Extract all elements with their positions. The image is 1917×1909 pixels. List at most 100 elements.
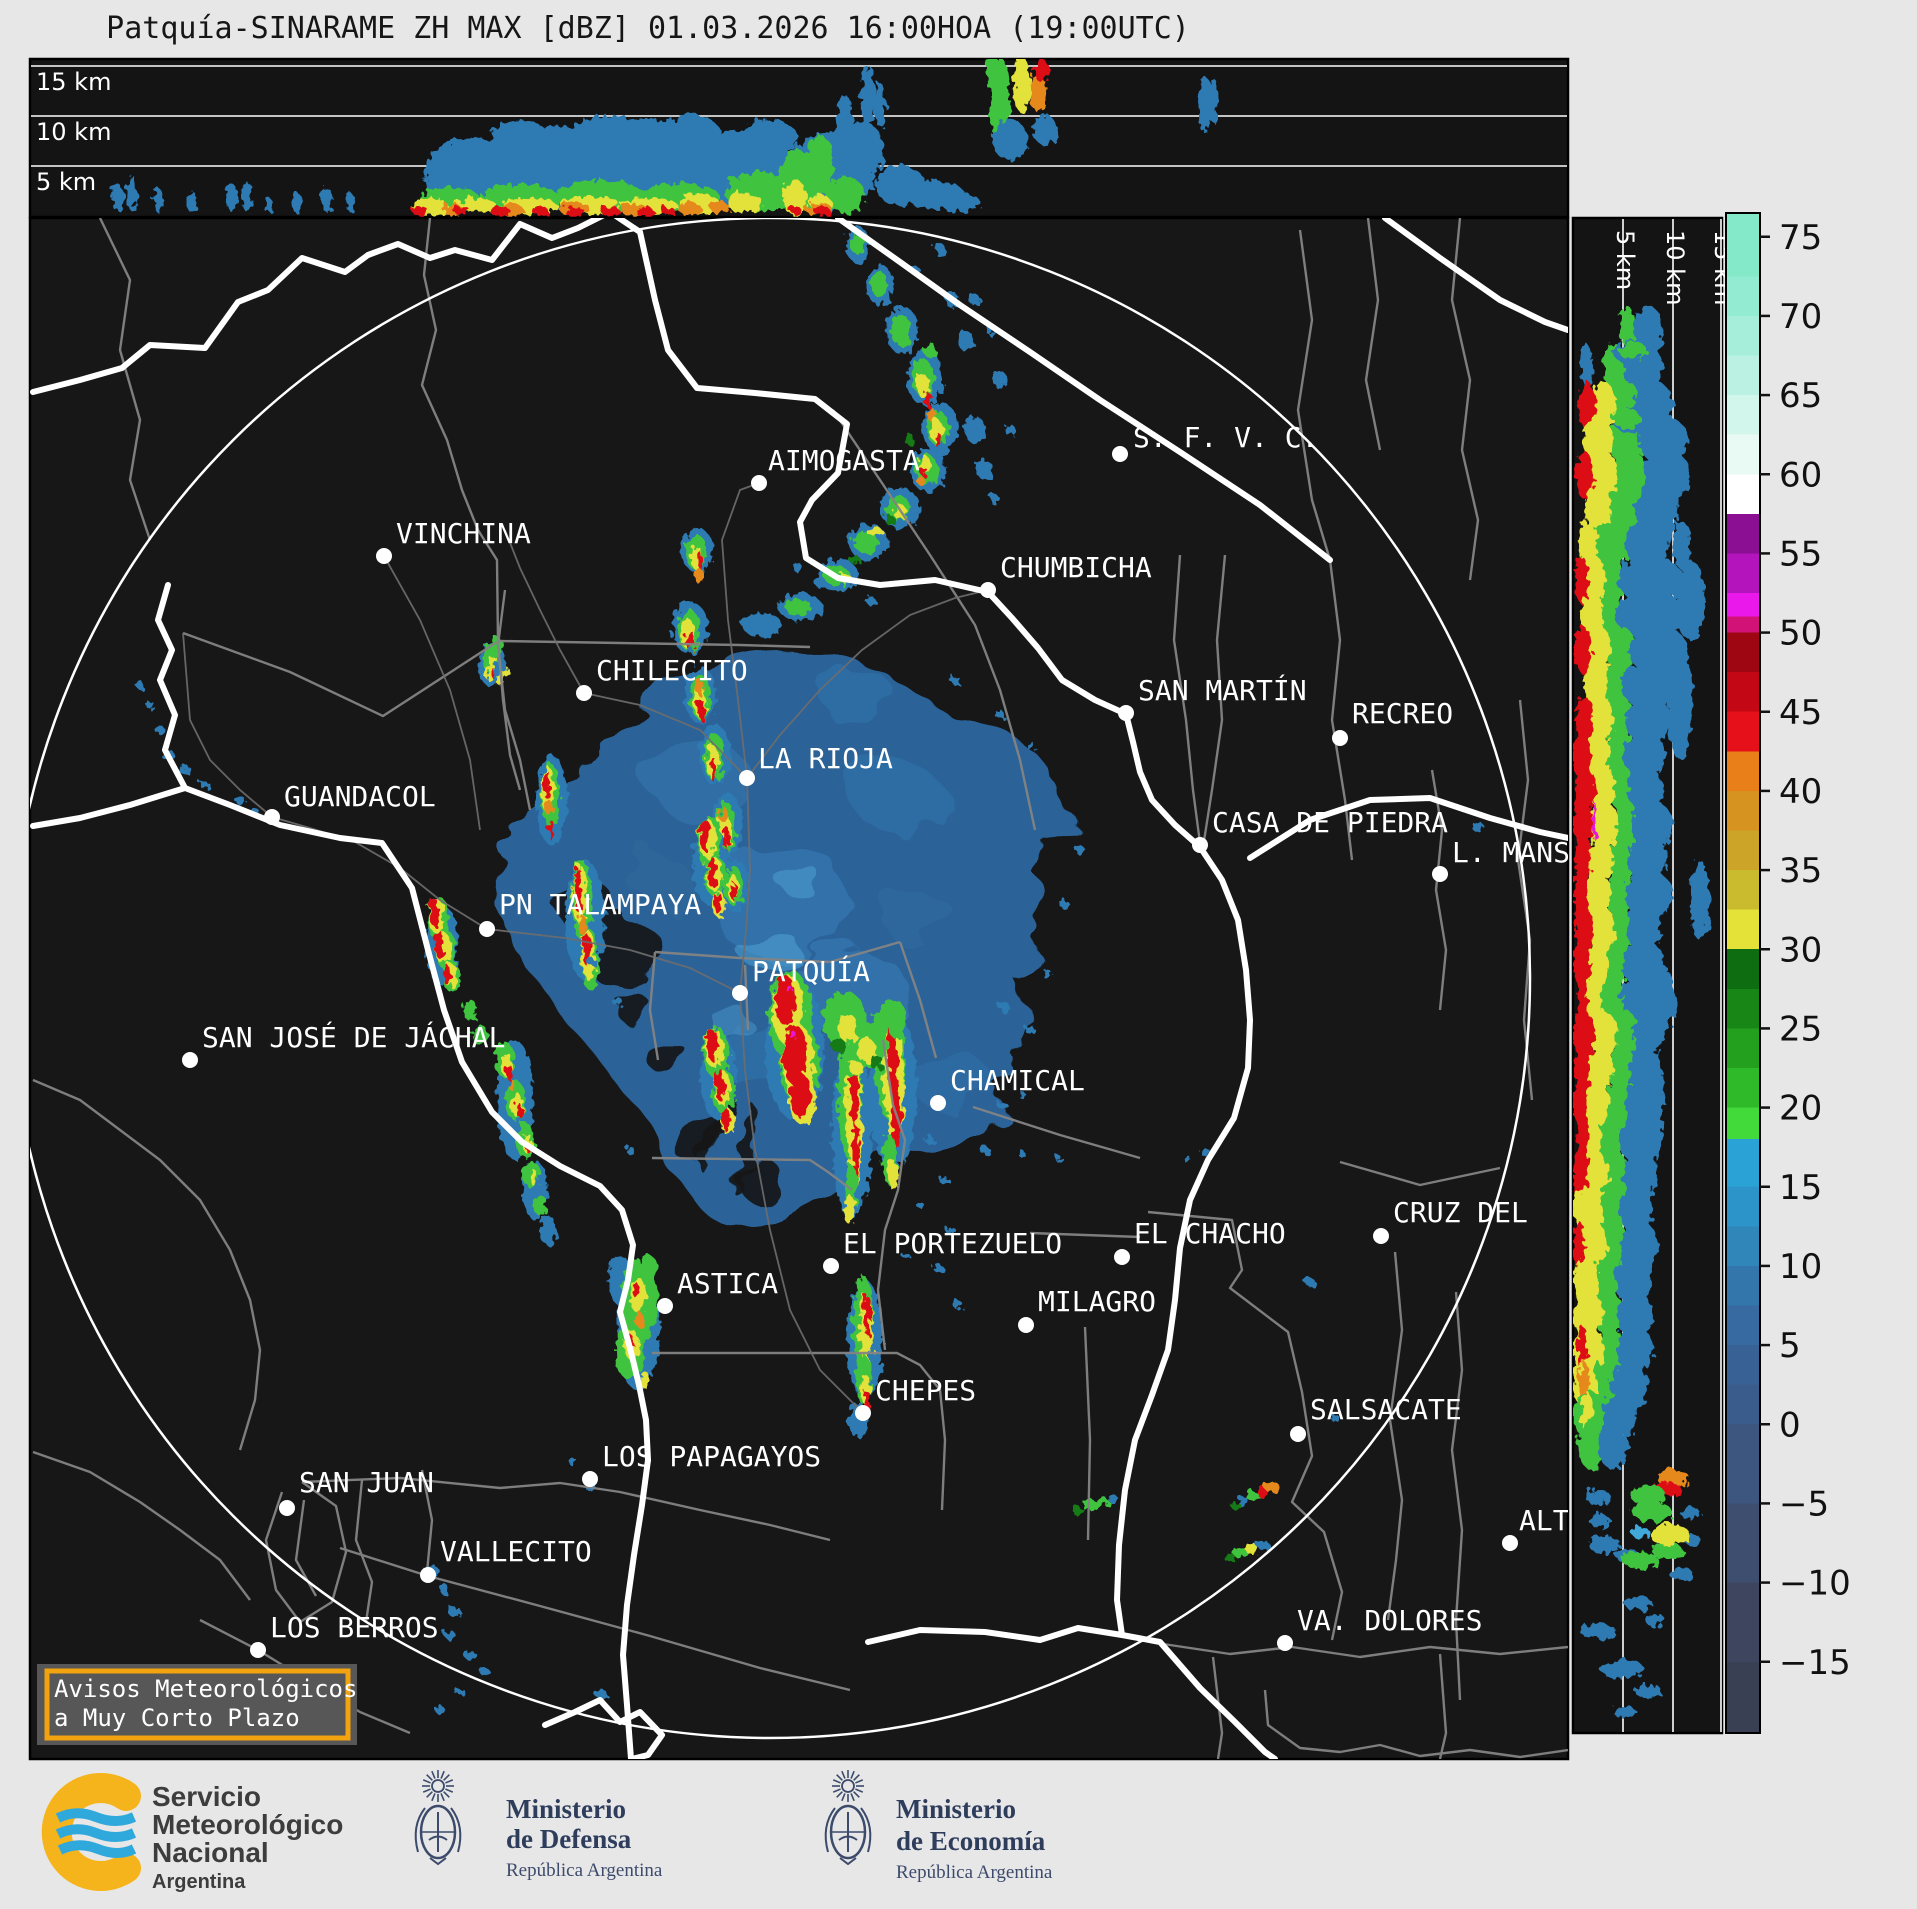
top-height-label: 10 km bbox=[36, 118, 111, 146]
warning-line-2: a Muy Corto Plazo bbox=[54, 1704, 300, 1732]
city-label: CRUZ DEL bbox=[1393, 1196, 1528, 1229]
city-dot bbox=[823, 1258, 839, 1274]
city-label: MILAGRO bbox=[1038, 1285, 1156, 1318]
city-dot bbox=[1432, 866, 1448, 882]
city-label: LOS PAPAGAYOS bbox=[602, 1440, 821, 1473]
smn-logo-wave-icon bbox=[57, 1840, 137, 1858]
colorbar-tick-label: 65 bbox=[1779, 376, 1822, 416]
city-dot bbox=[1502, 1535, 1518, 1551]
colorbar-tick-label: −10 bbox=[1779, 1564, 1851, 1604]
city-label: SALSACATE bbox=[1310, 1393, 1462, 1426]
colorbar-tick-label: 45 bbox=[1779, 693, 1822, 733]
top-panel-echoes bbox=[112, 59, 1218, 217]
city-dot bbox=[182, 1052, 198, 1068]
city-dot bbox=[420, 1567, 436, 1583]
top-panel-height-labels: 15 km 10 km 5 km bbox=[36, 68, 111, 196]
radar-range-ring bbox=[30, 218, 1532, 1740]
colorbar-tick-label: 55 bbox=[1779, 534, 1822, 574]
colorbar-tick-label: 5 bbox=[1779, 1326, 1801, 1366]
city-dot bbox=[980, 582, 996, 598]
city-label: RECREO bbox=[1352, 697, 1453, 730]
province-borders bbox=[30, 218, 1568, 1759]
defensa-title-line1: Ministerio bbox=[506, 1794, 626, 1824]
smn-name-line2: Meteorológico bbox=[152, 1809, 343, 1840]
product-title: Patquía-SINARAME ZH MAX [dBZ] 01.03.2026… bbox=[106, 11, 1190, 46]
colorbar-tick-label: −15 bbox=[1779, 1643, 1851, 1683]
city-label: PN TALAMPAYA bbox=[499, 888, 701, 921]
right-panel-echoes bbox=[1573, 306, 1710, 1717]
city-dot bbox=[264, 809, 280, 825]
city-label: VALLECITO bbox=[440, 1535, 592, 1568]
city-dot bbox=[1114, 1249, 1130, 1265]
city-label: PATQUÍA bbox=[752, 954, 870, 988]
colorbar-tick-label: 70 bbox=[1779, 297, 1822, 337]
city-label: L. MANS bbox=[1452, 836, 1570, 869]
top-height-label: 5 km bbox=[36, 168, 96, 196]
top-cross-section-panel: 15 km 10 km 5 km bbox=[28, 57, 1570, 219]
city-dot bbox=[732, 985, 748, 1001]
smn-name-line3: Nacional bbox=[152, 1837, 269, 1868]
city-dot bbox=[376, 548, 392, 564]
city-label: CASA DE PIEDRA bbox=[1212, 806, 1448, 839]
economia-coat-of-arms-icon bbox=[824, 1770, 872, 1866]
warning-box[interactable]: Avisos Meteorológicos a Muy Corto Plazo bbox=[37, 1664, 357, 1745]
colorbar-tick-label: 35 bbox=[1779, 851, 1822, 891]
economia-subtitle: República Argentina bbox=[896, 1862, 1053, 1883]
defensa-coat-of-arms-icon bbox=[414, 1770, 462, 1866]
smn-logo-wave-icon bbox=[55, 1808, 137, 1826]
city-label: CHILECITO bbox=[596, 654, 748, 687]
city-label: SAN JOSÉ DE JÁCHAL bbox=[202, 1020, 505, 1054]
convective-echo-cells bbox=[136, 227, 1484, 1714]
colorbar-tick-label: 50 bbox=[1779, 614, 1822, 654]
smn-logo-c-icon bbox=[41, 1773, 141, 1891]
smn-logo-wave-icon bbox=[55, 1824, 137, 1842]
colorbar-tick-label: 30 bbox=[1779, 930, 1822, 970]
city-dot bbox=[1332, 730, 1348, 746]
top-height-label: 15 km bbox=[36, 68, 111, 96]
right-height-label: 5 km bbox=[1611, 230, 1639, 290]
footer: Servicio Meteorológico Nacional Argentin… bbox=[41, 1770, 1053, 1893]
city-label: ALT bbox=[1519, 1504, 1570, 1537]
city-dot bbox=[250, 1642, 266, 1658]
roads bbox=[182, 482, 989, 1414]
city-label: ASTICA bbox=[677, 1267, 778, 1300]
city-dot bbox=[1112, 446, 1128, 462]
smn-name-line1: Servicio bbox=[152, 1781, 261, 1812]
smn-country: Argentina bbox=[152, 1871, 246, 1893]
city-dot bbox=[1277, 1635, 1293, 1651]
colorbar-tick-label: 15 bbox=[1779, 1168, 1822, 1208]
city-label: CHAMICAL bbox=[950, 1064, 1085, 1097]
city-dot bbox=[1290, 1426, 1306, 1442]
city-label: EL PORTEZUELO bbox=[843, 1227, 1062, 1260]
colorbar-tick-label: 0 bbox=[1779, 1405, 1801, 1445]
city-label: LA RIOJA bbox=[758, 742, 893, 775]
city-dot bbox=[855, 1405, 871, 1421]
colorbar-tick-label: 10 bbox=[1779, 1247, 1822, 1287]
defensa-title-line2: de Defensa bbox=[506, 1824, 632, 1854]
city-dot bbox=[279, 1500, 295, 1516]
warning-box-border bbox=[44, 1668, 351, 1741]
colorbar-gradient bbox=[1725, 212, 1761, 1734]
city-label: AIMOGASTA bbox=[768, 444, 920, 477]
city-label: CHEPES bbox=[875, 1374, 976, 1407]
right-cross-section-panel: 5 km 10 km 15 km bbox=[1571, 216, 1737, 1735]
colorbar-tick-label: 60 bbox=[1779, 455, 1822, 495]
city-label: VINCHINA bbox=[396, 517, 531, 550]
city-label: SAN JUAN bbox=[299, 1466, 434, 1499]
city-label: SAN MARTÍN bbox=[1138, 673, 1307, 707]
map-panel: AIMOGASTA S. F. V. C. VINCHINA CHUMBICHA CHI… bbox=[28, 216, 1570, 1761]
economia-title-line2: de Economía bbox=[896, 1826, 1046, 1856]
city-dot bbox=[1018, 1317, 1034, 1333]
city-label: S. F. V. C. bbox=[1133, 421, 1318, 454]
city-dot bbox=[1373, 1228, 1389, 1244]
city-label: EL CHACHO bbox=[1134, 1217, 1286, 1250]
warning-line-1: Avisos Meteorológicos bbox=[54, 1675, 357, 1703]
city-label: LOS BERROS bbox=[270, 1611, 439, 1644]
city-dot bbox=[1118, 705, 1134, 721]
city-label: GUANDACOL bbox=[284, 780, 436, 813]
city-dot bbox=[751, 475, 767, 491]
